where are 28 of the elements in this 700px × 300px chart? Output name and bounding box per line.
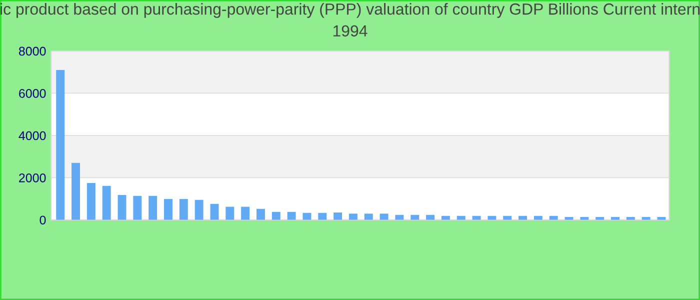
bar: [86, 182, 96, 220]
bar: [164, 199, 172, 220]
bar: [380, 214, 388, 220]
bar: [56, 70, 65, 220]
chart-title: ic product based on purchasing-power-parity (PPP) valuation of country GDP Billions Current intern 1994: [0, 3, 700, 37]
bar: [272, 212, 280, 220]
y-tick-label: 0: [40, 216, 46, 225]
bar: [302, 212, 312, 220]
bar: [72, 162, 80, 220]
bar: [102, 186, 111, 220]
bar: [194, 200, 204, 220]
bar: [364, 214, 373, 220]
bar: [210, 204, 219, 220]
y-tick-label: 4000: [18, 131, 46, 140]
bar: [241, 206, 250, 220]
bar: [118, 194, 126, 220]
bar: [287, 212, 296, 220]
y-tick-label: 6000: [19, 89, 46, 98]
bar: [318, 212, 327, 220]
y-tick-label: 8000: [18, 46, 46, 56]
bar: [179, 199, 188, 220]
y-tick-label: 2000: [19, 173, 46, 182]
bar: [256, 208, 265, 220]
bar: [348, 214, 358, 220]
bar: [133, 196, 142, 220]
bar: [148, 196, 158, 220]
bar: [334, 212, 342, 220]
bar: [226, 206, 234, 220]
